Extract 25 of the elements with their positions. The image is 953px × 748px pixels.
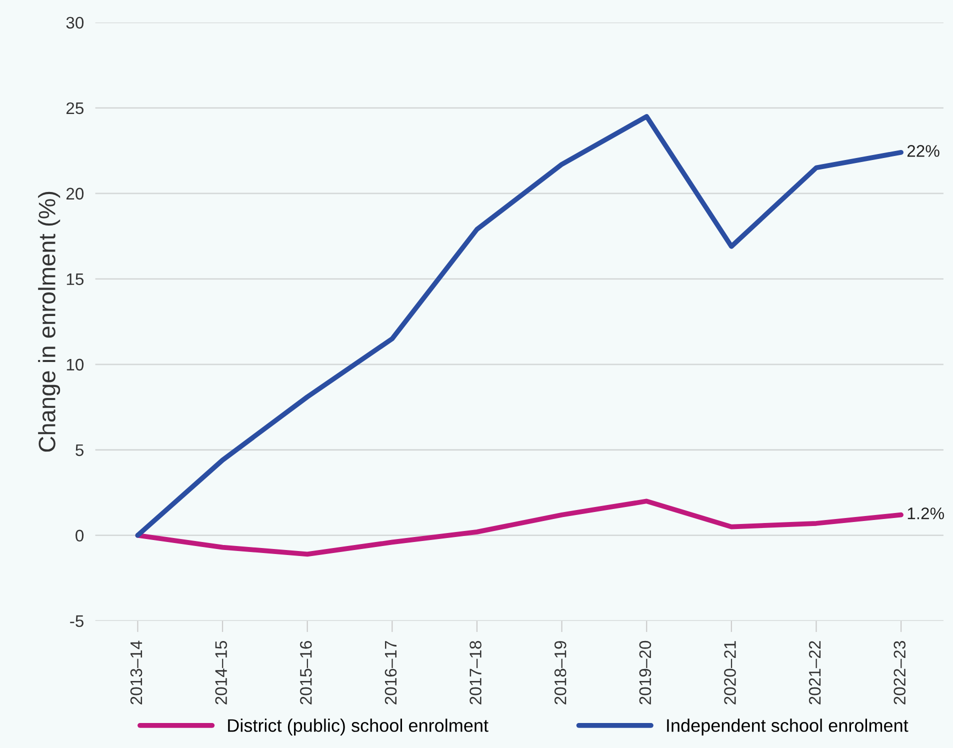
x-tick-label: 2014–15 <box>215 640 227 704</box>
y-tick-label: 5 <box>76 444 84 456</box>
y-axis-title: Change in enrolment (%) <box>38 192 60 452</box>
y-tick-label: -5 <box>70 615 84 628</box>
x-tick-label: 2018–19 <box>554 641 566 704</box>
x-tick-label: 2015–16 <box>300 641 312 704</box>
y-tick-label: 0 <box>76 530 84 542</box>
line-series <box>135 114 904 538</box>
annotation: 1.2% <box>908 508 944 520</box>
y-tick-label: 15 <box>66 273 84 286</box>
y-tick-label: 30 <box>66 16 84 29</box>
x-tick-label: 2021–22 <box>808 641 821 704</box>
x-tick-label: 2019–20 <box>639 640 652 704</box>
x-tick-label: 2016–17 <box>384 641 397 704</box>
x-tick-label: 2017–18 <box>470 641 482 704</box>
y-tick-label: 25 <box>66 102 84 114</box>
annotation: 22% <box>907 145 940 157</box>
x-tick-label: 2020–21 <box>724 641 736 704</box>
line-series <box>135 498 904 557</box>
x-tick-label: 2013–14 <box>130 640 142 704</box>
y-tick-label: 20 <box>66 188 84 200</box>
x-tick-label: 2022–23 <box>894 641 906 704</box>
y-tick-label: 10 <box>66 358 84 371</box>
legend-label: Independent school enrolment <box>667 718 908 736</box>
legend-label: District (public) school enrolment <box>228 718 488 736</box>
